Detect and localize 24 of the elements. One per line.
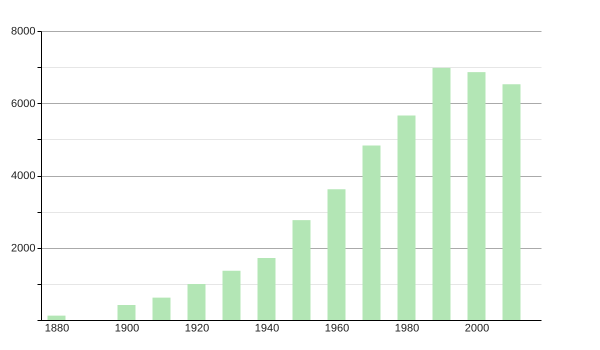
x-tick-label: 1880 [44, 322, 70, 334]
bar [328, 189, 346, 320]
bar [432, 68, 450, 320]
y-tick-label: 2000 [11, 242, 36, 254]
bar [362, 146, 380, 320]
x-tick-label: 1960 [324, 322, 350, 334]
bar [398, 116, 416, 320]
y-tick-label: 8000 [11, 26, 36, 38]
x-tick-label: 1940 [254, 322, 280, 334]
bar [222, 270, 240, 320]
x-tick-label: 1980 [394, 322, 420, 334]
x-tick-label: 1900 [114, 322, 140, 334]
bar [468, 72, 486, 320]
bar [48, 316, 66, 320]
x-tick-label: 2000 [464, 322, 490, 334]
bar [502, 84, 520, 320]
bar [118, 305, 136, 320]
bar [188, 284, 206, 320]
y-tick-label: 6000 [11, 98, 36, 110]
bar [292, 220, 310, 320]
y-tick-label: 4000 [11, 170, 36, 182]
bar [152, 298, 170, 320]
x-tick-label: 1920 [184, 322, 210, 334]
bar [258, 258, 276, 320]
